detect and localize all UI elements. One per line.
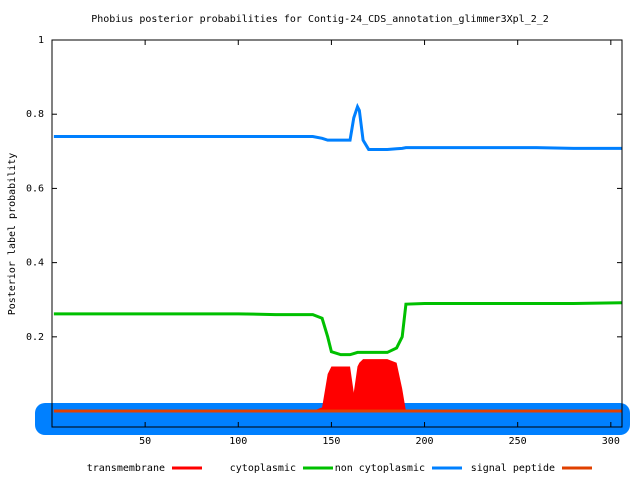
x-tick-label: 300	[602, 436, 620, 447]
y-tick-label: 0.2	[26, 332, 44, 343]
chart-title: Phobius posterior probabilities for Cont…	[91, 14, 549, 25]
legend-label: transmembrane	[87, 463, 165, 474]
y-axis-label: Posterior label probability	[7, 153, 18, 316]
line	[53, 301, 623, 357]
y-tick-label: 0.6	[26, 183, 44, 194]
plot-frame	[51, 39, 623, 428]
y-tick-label: 0.8	[26, 109, 44, 120]
legend-label: non cytoplasmic	[335, 463, 425, 474]
x-tick-label: 200	[416, 436, 434, 447]
y-tick-label: 1	[38, 35, 44, 46]
legend-label: signal peptide	[471, 463, 555, 474]
x-tick-label: 250	[509, 436, 527, 447]
legend-label: cytoplasmic	[230, 463, 296, 474]
x-tick-label: 150	[322, 436, 340, 447]
line	[53, 102, 622, 151]
x-tick-label: 100	[229, 436, 247, 447]
x-tick-label: 50	[139, 436, 151, 447]
area	[53, 359, 623, 412]
y-tick-label: 0.4	[26, 258, 44, 269]
